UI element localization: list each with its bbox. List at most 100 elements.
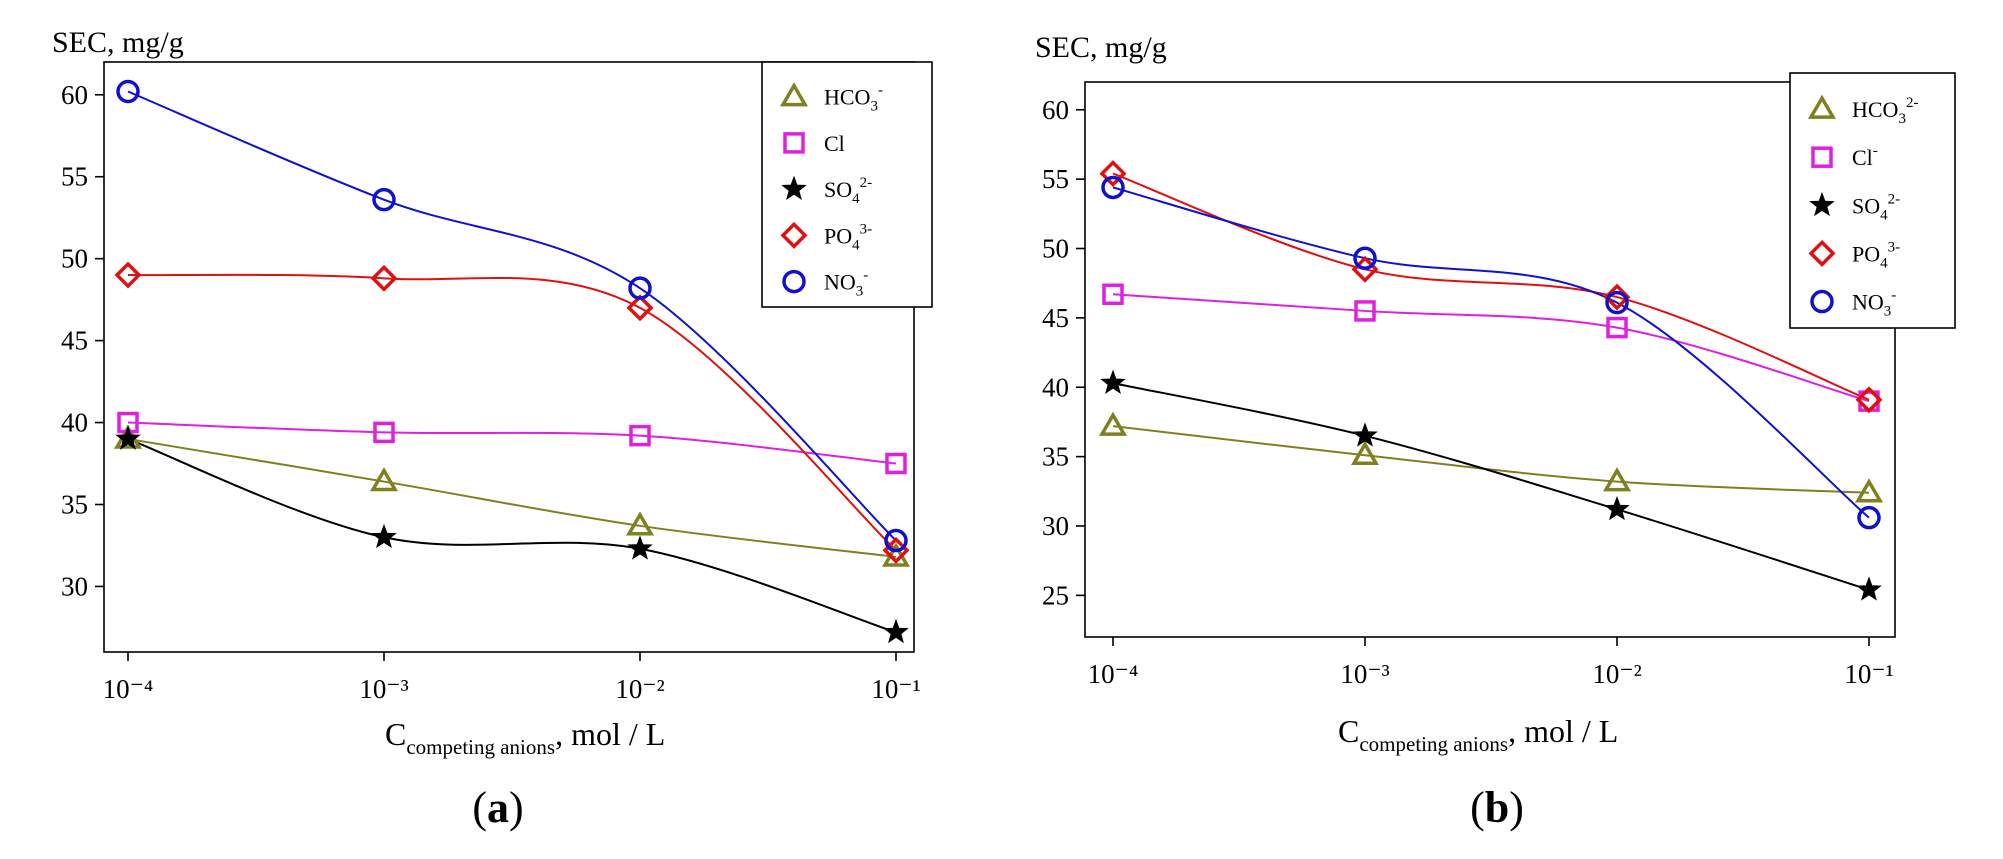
panel-label-open: (: [472, 783, 487, 832]
legend-marker-Cl: [783, 132, 805, 154]
data-point-PO43-: [1855, 386, 1883, 414]
legend-marker-HCO3-: [779, 82, 809, 107]
legend-label-main: NO: [824, 270, 856, 295]
data-point-PO43-: [1603, 283, 1631, 311]
legend-label-Cl-: Cl-: [1852, 143, 1878, 170]
data-point-Cl-: [1354, 300, 1376, 322]
data-point-SO42-: [115, 425, 141, 450]
series-line-PO43-: [1112, 172, 1870, 401]
x-tick-label: 10⁻⁴: [1088, 659, 1139, 689]
data-point-NO3-: [116, 79, 140, 104]
series-line-Cl-: [1112, 293, 1870, 403]
data-point-SO42-: [627, 535, 653, 560]
data-point-SO42-: [1100, 369, 1126, 394]
panel-label-letter: a: [487, 783, 509, 832]
data-point-PO43-: [1099, 160, 1127, 188]
legend-label-sup: -: [1873, 143, 1878, 159]
legend-label-Cl: Cl: [824, 131, 845, 156]
legend-label-main: HCO: [1852, 97, 1898, 122]
y-axis-label: SEC, mg/g: [1035, 31, 1167, 64]
data-point-NO3-: [1605, 290, 1629, 315]
y-tick-label: 60: [61, 80, 88, 110]
legend-box: [761, 61, 933, 308]
data-point-NO3-: [628, 276, 652, 300]
legend-marker-NO3-: [1810, 289, 1834, 314]
legend-label-main: SO: [824, 177, 852, 202]
data-point-Cl: [373, 421, 395, 444]
legend-marker-PO43-: [1808, 239, 1836, 267]
legend-label-sub: 4: [852, 237, 860, 253]
series-line-NO3-: [127, 90, 897, 542]
legend-label-main: HCO: [824, 85, 870, 110]
y-tick-label: 45: [61, 326, 88, 356]
x-tick-label: 10⁻⁴: [103, 674, 154, 704]
legend-label-SO42-: SO42-: [824, 175, 872, 207]
legend-label-main: SO: [1852, 193, 1880, 218]
x-tick-label: 10⁻²: [615, 674, 664, 704]
data-point-NO3-: [1101, 175, 1125, 200]
legend-label-sup: 2-: [1888, 191, 1901, 207]
legend-label-HCO32-: HCO32-: [1852, 95, 1918, 127]
legend-marker-SO42-: [781, 175, 807, 200]
x-tick-label: 10⁻³: [1340, 659, 1389, 689]
data-point-PO43-: [370, 264, 398, 292]
series-line-HCO32-: [1112, 425, 1870, 494]
y-tick-label: 25: [1042, 580, 1069, 610]
plot-frame: [103, 61, 915, 653]
y-tick-label: 55: [1042, 164, 1069, 194]
y-tick-label: 30: [61, 571, 88, 601]
legend-label-NO3-: NO3-: [1852, 288, 1896, 320]
data-point-NO3-: [1353, 246, 1377, 270]
x-label-main: C: [385, 716, 406, 752]
data-point-Cl: [885, 452, 907, 475]
panel-label: (a): [472, 783, 523, 832]
data-point-SO42-: [371, 523, 397, 549]
data-point-SO42-: [1856, 576, 1882, 601]
y-tick-label: 50: [1042, 234, 1069, 264]
series-line-SO42-: [127, 438, 897, 634]
data-point-SO42-: [1352, 422, 1378, 447]
data-point-HCO3-: [369, 467, 399, 492]
x-tick-label: 10⁻³: [359, 674, 408, 704]
x-tick-label: 10⁻¹: [1844, 659, 1893, 689]
data-point-NO3-: [372, 187, 396, 212]
panel-label-close: ): [509, 783, 524, 832]
legend-label-HCO3-: HCO3-: [824, 83, 883, 115]
data-point-Cl: [629, 424, 651, 447]
y-tick-label: 40: [61, 408, 88, 438]
x-label-rest: , mol / L: [555, 716, 665, 752]
x-tick-label: 10⁻¹: [871, 674, 920, 704]
legend-label-main: PO: [824, 223, 852, 248]
data-point-NO3-: [884, 528, 908, 553]
y-tick-label: 50: [61, 244, 88, 274]
legend-label-PO43-: PO43-: [824, 221, 872, 253]
data-point-Cl-: [1606, 316, 1628, 339]
legend-marker-HCO32-: [1807, 94, 1837, 119]
panel-label-open: (: [1470, 783, 1485, 832]
x-axis-label: Ccompeting anions, mol / L: [1338, 713, 1618, 756]
series-line-Cl: [127, 421, 897, 465]
y-tick-label: 35: [61, 490, 88, 520]
legend-label-sub: 3: [870, 99, 878, 115]
data-point-HCO32-: [1602, 467, 1632, 492]
legend-label-SO42-: SO42-: [1852, 191, 1900, 223]
x-label-sub: competing anions: [406, 735, 555, 759]
legend-label-main: Cl: [1852, 145, 1873, 170]
series-line-PO43-: [127, 273, 897, 552]
y-axis-label: SEC, mg/g: [52, 26, 184, 59]
legend-label-main: NO: [1852, 290, 1884, 315]
x-label-rest: , mol / L: [1508, 713, 1618, 749]
plot-frame: [1084, 81, 1896, 638]
legend-label-sup: 3-: [860, 221, 873, 237]
series-line-NO3-: [1112, 186, 1870, 519]
y-tick-label: 60: [1042, 95, 1069, 125]
x-axis-label: Ccompeting anions, mol / L: [385, 716, 665, 759]
legend-label-sup: -: [1891, 288, 1896, 304]
data-point-SO42-: [883, 618, 909, 644]
legend-label-main: PO: [1852, 241, 1880, 266]
legend-label-sub: 3: [1898, 111, 1906, 127]
x-label-sub: competing anions: [1359, 732, 1508, 756]
legend-label-sub: 4: [852, 191, 860, 207]
panel-label-close: ): [1509, 783, 1524, 832]
